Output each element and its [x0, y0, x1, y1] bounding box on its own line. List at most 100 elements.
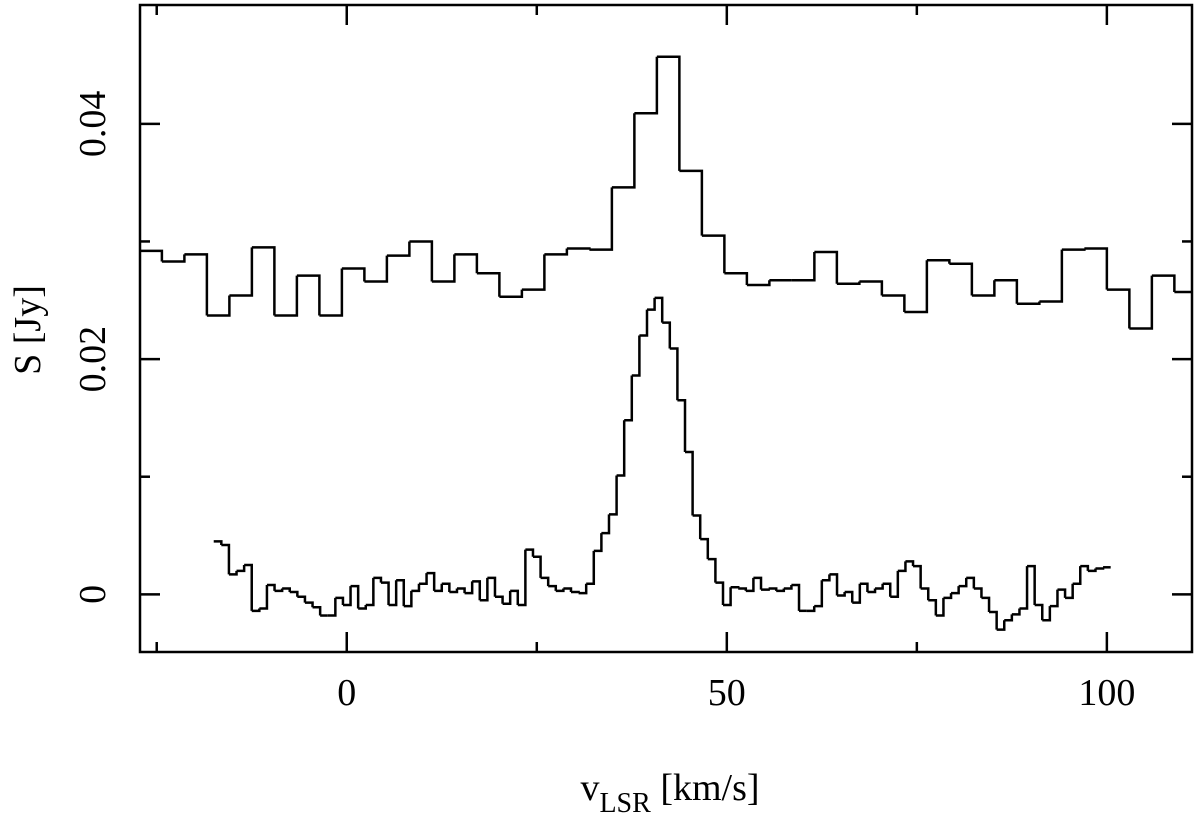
- spectrum-step: [844, 590, 854, 603]
- spectrum-step: [386, 241, 411, 257]
- spectrum-step: [454, 253, 479, 274]
- spectrum-step: [897, 561, 907, 573]
- spectrum-step: [259, 584, 269, 610]
- spectrum-step: [266, 583, 276, 591]
- spectrum-step: [669, 347, 679, 401]
- spectrum-step: [875, 583, 884, 590]
- x-axis-label: vLSR [km/s]: [580, 767, 759, 819]
- x-label-sub: LSR: [599, 788, 651, 819]
- y-tick-label: 0: [72, 585, 114, 604]
- spectrum-step: [1004, 614, 1014, 622]
- spectrum-step: [1072, 566, 1082, 586]
- spectrum-step: [1129, 275, 1154, 330]
- spectrum-step: [624, 375, 634, 422]
- spectrum-step: [548, 584, 558, 591]
- spectrum-step: [1016, 301, 1041, 306]
- spectrum-step: [1034, 603, 1044, 621]
- spectrum-step: [449, 588, 459, 594]
- spectrum-step: [251, 608, 261, 613]
- spectrum-step: [409, 240, 434, 282]
- spectrum-step: [358, 604, 368, 610]
- spectrum-step: [244, 563, 253, 611]
- spectrum-step: [761, 588, 770, 591]
- spectrum-step: [943, 593, 953, 600]
- spectrum-step: [1106, 288, 1131, 329]
- spectrum-step: [730, 586, 740, 589]
- spectrum-step: [434, 583, 444, 593]
- spectrum-step: [935, 597, 945, 617]
- spectrum-step: [1151, 274, 1176, 293]
- spectrum-step: [586, 550, 596, 586]
- spectrum-step: [791, 583, 801, 611]
- spectrum-step: [836, 281, 861, 286]
- spectrum-step: [745, 577, 755, 593]
- spectrum-step: [1095, 567, 1105, 570]
- spectrum-step: [304, 601, 314, 608]
- spectrum-step: [996, 620, 1006, 631]
- spectrum-step: [206, 295, 231, 317]
- spectrum-step: [920, 587, 930, 601]
- spectrum-step: [881, 294, 906, 313]
- spectrum-step: [738, 587, 748, 591]
- spectrum-step: [662, 321, 672, 349]
- spectrum-step: [616, 420, 626, 477]
- spectrum-step: [510, 589, 520, 605]
- spectrum-step: [639, 309, 649, 337]
- spectrum-step: [296, 274, 321, 316]
- spectrum-step: [540, 576, 550, 587]
- spectrum-step: [679, 169, 704, 236]
- spectrum-step: [859, 280, 884, 296]
- spectrum-step: [380, 581, 390, 605]
- spectrum-step: [724, 271, 749, 285]
- spectrum-step: [251, 246, 276, 316]
- spectrum-step: [913, 564, 922, 589]
- x-label-rest: [km/s]: [651, 767, 760, 809]
- spectrum-step: [814, 250, 839, 284]
- spectrum-step: [213, 540, 223, 545]
- spectrum-step: [707, 557, 717, 583]
- spectrum-step: [1057, 588, 1067, 598]
- spectrum-step: [312, 606, 322, 616]
- spectrum-step: [859, 582, 869, 593]
- spectrum-step: [981, 596, 991, 613]
- spectrum-step: [229, 247, 254, 297]
- spectrum-step: [989, 610, 998, 630]
- spectrum-step: [570, 590, 580, 594]
- spectrum-step: [431, 254, 456, 283]
- spectrum-step: [821, 574, 831, 582]
- spectrum-step: [611, 113, 636, 189]
- spectrum-step: [578, 583, 588, 595]
- spectrum-step: [1011, 608, 1021, 616]
- spectrum-step: [1061, 248, 1086, 251]
- spectrum-step: [319, 268, 344, 317]
- spectrum-step: [634, 56, 659, 115]
- x-tick-label: 100: [1078, 672, 1135, 714]
- spectrum-step: [926, 259, 951, 264]
- spectrum-step: [654, 296, 664, 323]
- spectrum-step: [350, 584, 360, 609]
- spectrum-step: [1049, 589, 1059, 608]
- spectrum-step: [1042, 606, 1052, 622]
- spectrum-step: [297, 595, 307, 603]
- spectrum-step: [544, 248, 569, 256]
- spectrum-step: [184, 253, 209, 316]
- spectrum-step: [928, 598, 938, 616]
- spectrum-step: [608, 475, 618, 516]
- spectrum-step: [951, 586, 960, 595]
- spectrum-step: [341, 267, 366, 282]
- plot-frame: [138, 3, 1194, 654]
- spectrum-step: [1084, 247, 1109, 290]
- y-axis-label: S [Jy]: [7, 285, 49, 375]
- y-tick-label: 0.04: [72, 91, 114, 158]
- spectrum-step: [904, 260, 929, 314]
- spectrum-step: [335, 596, 345, 605]
- spectrum-step: [882, 582, 892, 597]
- spectrum-step: [472, 580, 482, 601]
- spectrum-step: [700, 537, 710, 560]
- spectrum-step: [364, 255, 389, 283]
- spectrum-step: [403, 590, 413, 608]
- spectrum-step: [426, 571, 436, 591]
- spectrum-step: [905, 560, 915, 567]
- spectrum-step: [1027, 564, 1036, 605]
